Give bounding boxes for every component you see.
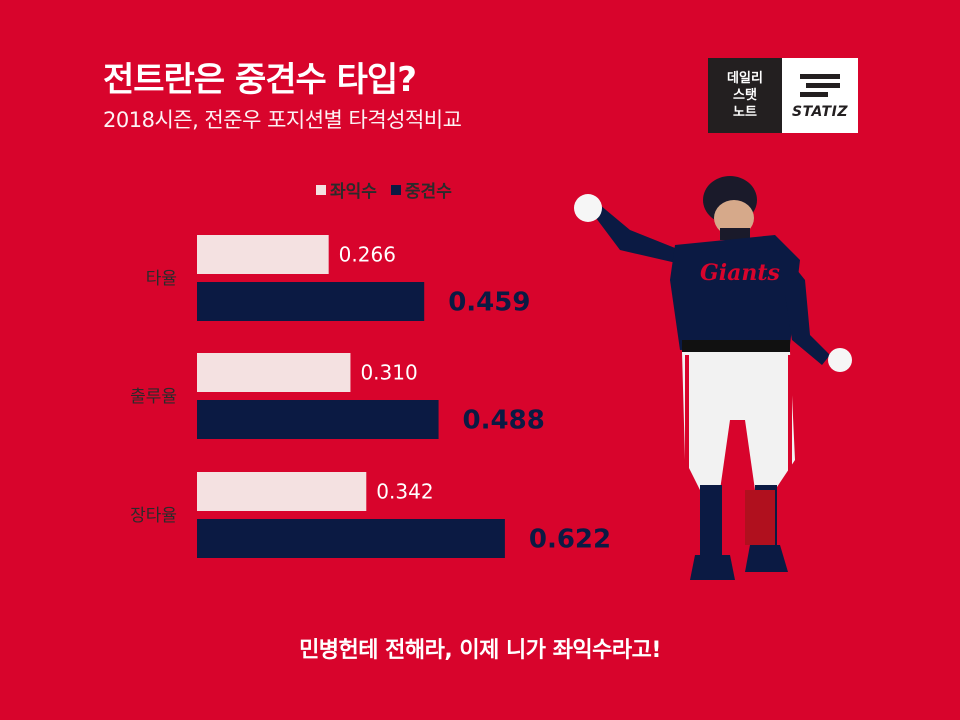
- legend-swatch-center-field: [390, 184, 401, 195]
- baseball-player-illustration: Giants: [574, 176, 852, 580]
- data-label: 0.622: [529, 525, 611, 555]
- bar-left-field: [197, 472, 367, 511]
- bar-center-field: [197, 519, 505, 558]
- logo-daily-stat-note: 데일리 스탯 노트: [708, 58, 782, 133]
- bar-left-field: [197, 235, 329, 274]
- category-label: 장타율: [130, 506, 177, 526]
- logo-line-2: 스탯: [733, 88, 757, 103]
- data-label: 0.310: [360, 361, 417, 385]
- chart-subtitle: 2018시즌, 전준우 포지션별 타격성적비교: [103, 108, 462, 132]
- legend-item-left-field: 좌익수: [316, 177, 377, 202]
- chart-legend: 좌익수 중견수: [316, 177, 452, 202]
- footer-caption: 민병헌테 전해라, 이제 니가 좌익수라고!: [299, 638, 661, 663]
- legend-swatch-left-field: [316, 184, 326, 195]
- legend-item-center-field: 중견수: [390, 177, 452, 202]
- data-label: 0.488: [463, 406, 545, 436]
- statiz-lines-icon: [800, 73, 840, 97]
- logo-wordmark: STATIZ: [792, 103, 848, 120]
- logo-line-1: 데일리: [727, 71, 763, 86]
- chart-title: 전트란은 중견수 타입?: [103, 60, 417, 100]
- legend-label-center-field: 중견수: [404, 182, 452, 202]
- legend-label-left-field: 좌익수: [330, 182, 377, 202]
- category-label: 출루율: [130, 387, 177, 407]
- jersey-script-text: Giants: [700, 260, 780, 286]
- data-label: 0.459: [448, 288, 530, 318]
- logo-line-3: 노트: [733, 105, 757, 120]
- category-label: 타율: [146, 269, 177, 289]
- data-label: 0.342: [376, 480, 433, 504]
- bar-left-field: [197, 353, 351, 392]
- data-label: 0.266: [339, 243, 396, 267]
- bar-center-field: [197, 400, 439, 439]
- statiz-logo: 데일리 스탯 노트 STATIZ: [708, 58, 858, 133]
- bar-center-field: [197, 282, 425, 321]
- logo-statiz-mark: STATIZ: [782, 58, 858, 133]
